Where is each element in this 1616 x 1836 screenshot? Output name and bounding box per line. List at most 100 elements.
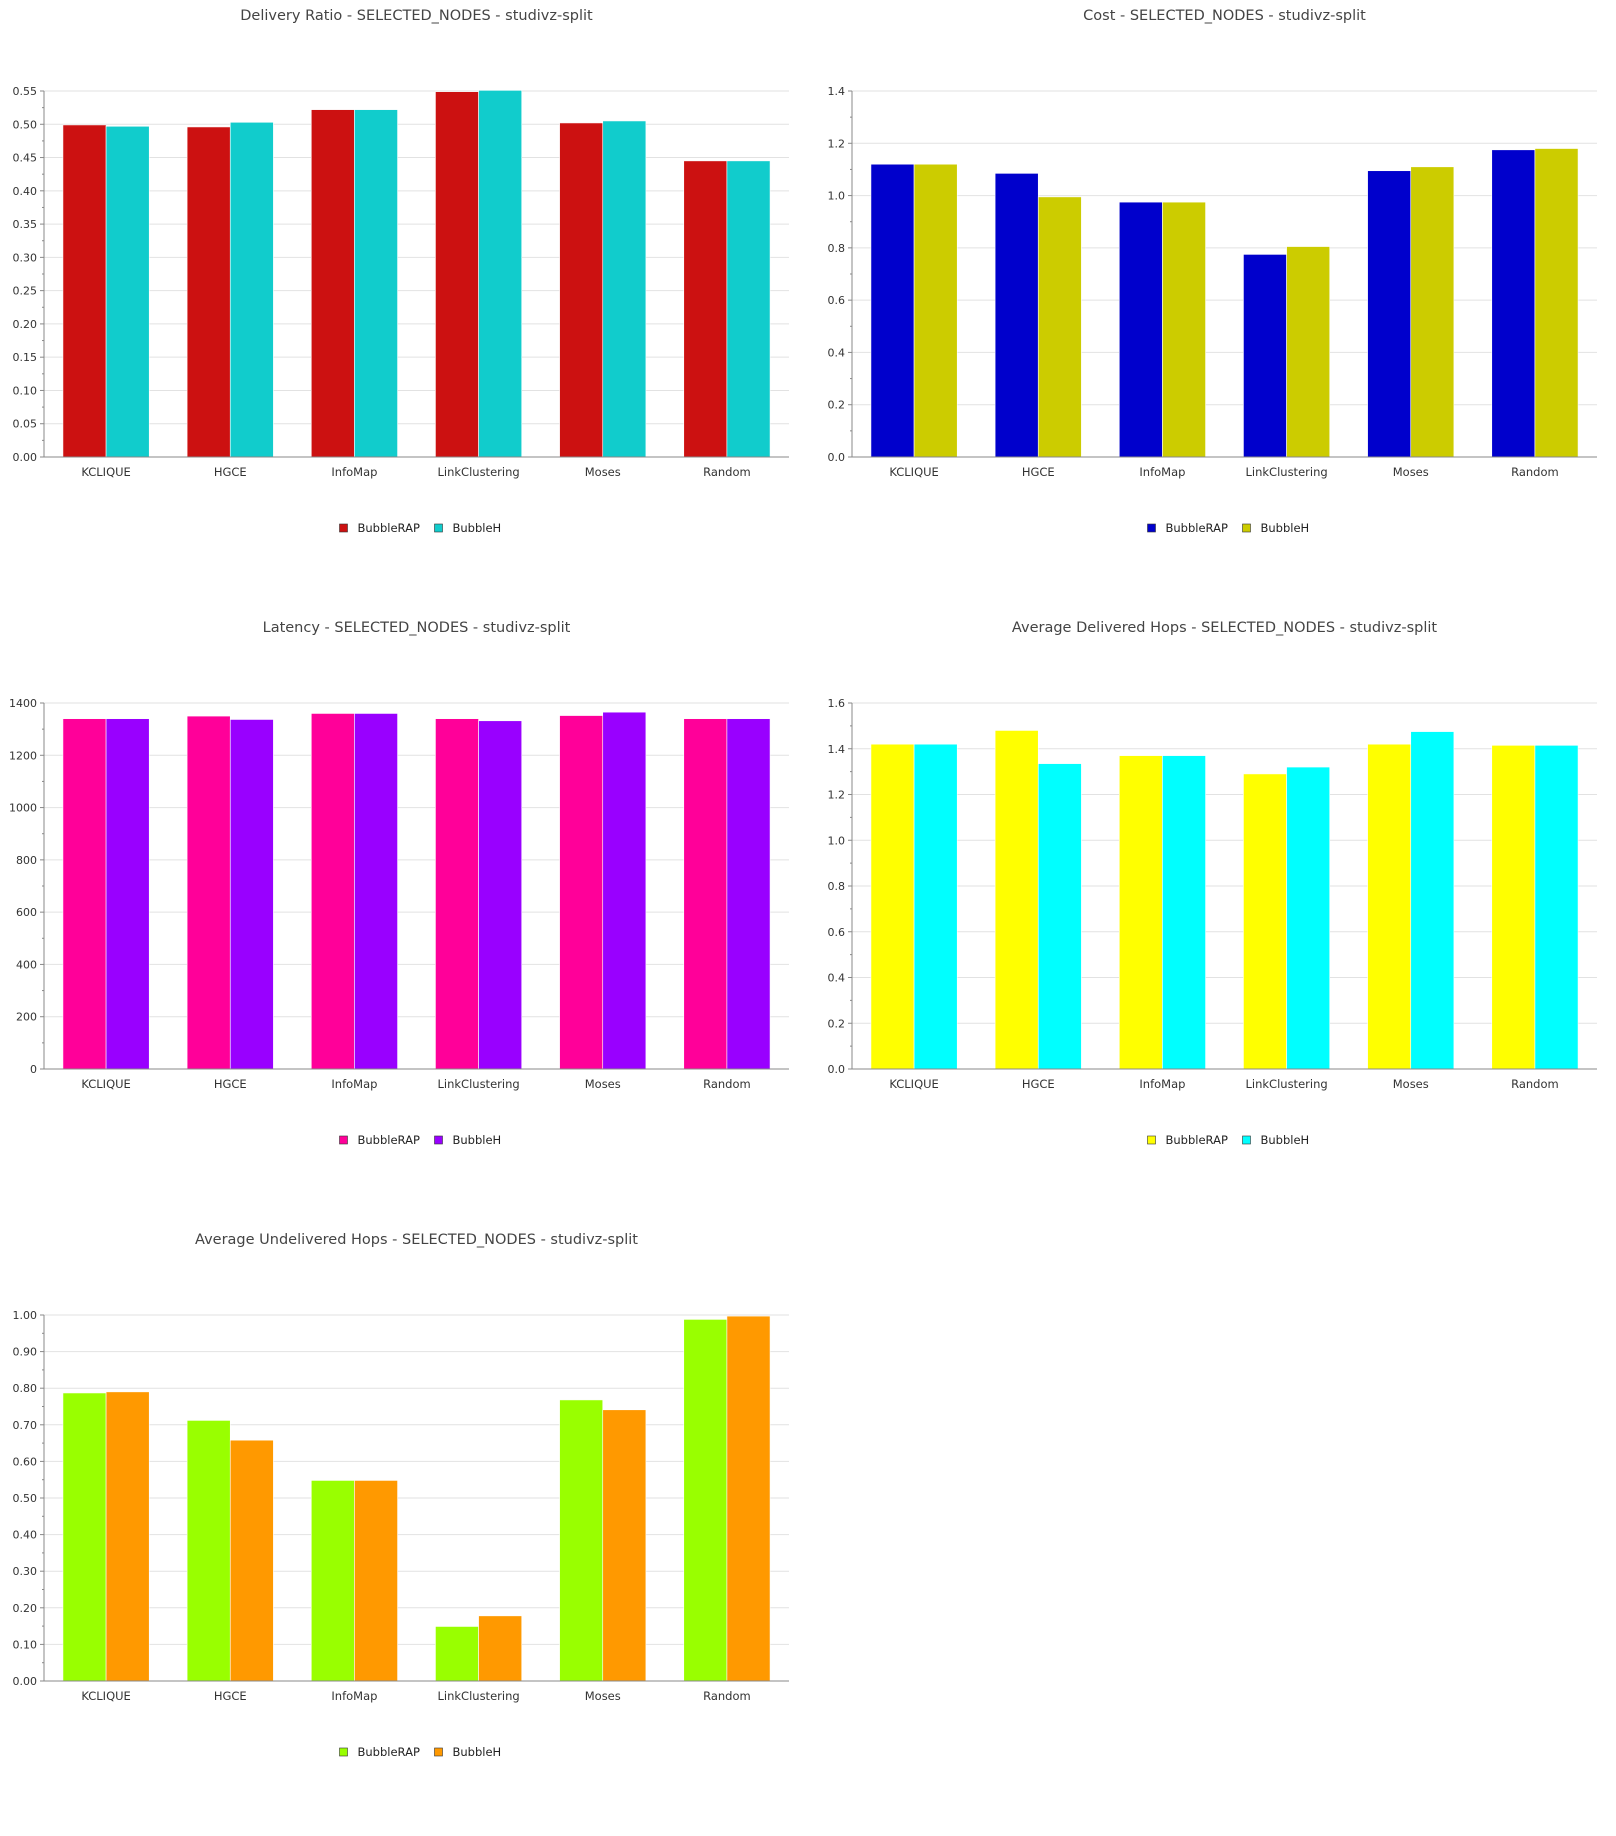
x-category-label: Random xyxy=(703,465,751,479)
y-tick-label: 1.2 xyxy=(828,789,846,802)
bar-bubblerap-infomap xyxy=(1118,755,1163,1070)
bar-bubbleh-moses xyxy=(602,1409,647,1682)
legend-label: BubbleRAP xyxy=(358,1745,420,1759)
y-tick-label: 0.2 xyxy=(828,399,846,412)
y-tick-label: 0.8 xyxy=(828,880,846,893)
chart-panel-delivery-ratio: Delivery Ratio - SELECTED_NODES - studiv… xyxy=(0,0,808,612)
x-category-label: Moses xyxy=(1393,1077,1429,1091)
bar-bubblerap-moses xyxy=(1367,170,1412,458)
y-tick-label: 1.00 xyxy=(13,1309,38,1322)
x-category-label: InfoMap xyxy=(1139,1077,1185,1091)
y-tick-label: 0.8 xyxy=(828,242,846,255)
bar-bubblerap-linkclustering xyxy=(435,91,479,458)
y-tick-label: 0.90 xyxy=(13,1346,38,1359)
chart-title: Cost - SELECTED_NODES - studivz-split xyxy=(1083,8,1366,24)
x-category-label: HGCE xyxy=(214,1689,247,1703)
chart-average-delivered-hops: Average Delivered Hops - SELECTED_NODES … xyxy=(828,620,1597,1147)
legend-label: BubbleH xyxy=(1261,521,1310,535)
y-tick-label: 400 xyxy=(16,958,37,971)
y-tick-label: 0.0 xyxy=(828,451,846,464)
bar-bubblerap-hgce xyxy=(186,715,231,1070)
x-category-label: KCLIQUE xyxy=(81,465,130,479)
legend-label: BubbleRAP xyxy=(1166,521,1228,535)
chart-latency: Latency - SELECTED_NODES - studivz-split… xyxy=(9,620,789,1147)
legend-label: BubbleH xyxy=(453,1133,502,1147)
bar-bubblerap-random xyxy=(683,718,728,1070)
y-tick-label: 0.00 xyxy=(13,1675,38,1688)
y-tick-label: 0.70 xyxy=(13,1419,38,1432)
bar-bubblerap-moses xyxy=(559,1399,604,1682)
y-tick-label: 0.00 xyxy=(13,451,38,464)
bar-bubbleh-infomap xyxy=(1162,755,1206,1070)
x-category-label: Moses xyxy=(585,1689,621,1703)
bar-bubbleh-linkclustering xyxy=(1286,766,1331,1070)
bar-bubbleh-random xyxy=(1534,745,1579,1070)
legend-swatch-bubbleh xyxy=(1242,1135,1251,1145)
x-category-label: KCLIQUE xyxy=(81,1077,130,1091)
bar-bubblerap-infomap xyxy=(1118,201,1163,458)
bar-bubblerap-hgce xyxy=(186,126,231,458)
x-category-label: HGCE xyxy=(214,1077,247,1091)
chart-delivery-ratio: Delivery Ratio - SELECTED_NODES - studiv… xyxy=(13,8,789,535)
bar-bubbleh-linkclustering xyxy=(478,720,523,1070)
bar-bubbleh-hgce xyxy=(229,719,274,1070)
legend: BubbleRAP BubbleH xyxy=(339,1745,501,1759)
chart-panel-latency: Latency - SELECTED_NODES - studivz-split… xyxy=(0,612,808,1224)
bar-bubblerap-kclique xyxy=(62,1392,107,1682)
x-category-label: LinkClustering xyxy=(1246,465,1328,479)
bar-bubbleh-linkclustering xyxy=(1286,246,1331,458)
bar-bubblerap-moses xyxy=(559,122,604,458)
bar-bubblerap-kclique xyxy=(870,163,915,458)
x-category-label: Moses xyxy=(1393,465,1429,479)
x-category-label: KCLIQUE xyxy=(81,1689,130,1703)
y-tick-label: 0.10 xyxy=(13,384,38,397)
bar-bubblerap-hgce xyxy=(994,173,1039,458)
y-tick-label: 1000 xyxy=(9,802,37,815)
x-category-label: KCLIQUE xyxy=(889,465,938,479)
x-category-label: Moses xyxy=(585,1077,621,1091)
y-tick-label: 0.15 xyxy=(13,351,38,364)
chart-average-undelivered-hops: Average Undelivered Hops - SELECTED_NODE… xyxy=(13,1232,789,1759)
x-category-label: KCLIQUE xyxy=(889,1077,938,1091)
y-tick-label: 0 xyxy=(30,1063,37,1076)
legend-swatch-bubbleh xyxy=(1242,523,1251,533)
y-tick-label: 0.10 xyxy=(13,1638,38,1651)
x-category-label: HGCE xyxy=(214,465,247,479)
bar-bubblerap-linkclustering xyxy=(435,1626,479,1682)
bar-bubbleh-hgce xyxy=(1037,763,1082,1070)
bar-bubblerap-moses xyxy=(559,715,604,1070)
y-tick-label: 0.50 xyxy=(13,1492,38,1505)
bar-bubbleh-infomap xyxy=(354,109,398,458)
bar-bubbleh-moses xyxy=(1410,731,1455,1070)
bar-bubbleh-kclique xyxy=(105,125,150,458)
bar-bubblerap-kclique xyxy=(870,743,915,1070)
chart-title: Average Undelivered Hops - SELECTED_NODE… xyxy=(195,1232,638,1248)
bar-bubbleh-random xyxy=(726,160,771,458)
bar-bubbleh-random xyxy=(726,1315,771,1682)
x-category-label: Random xyxy=(1511,1077,1559,1091)
y-tick-label: 200 xyxy=(16,1011,37,1024)
y-tick-label: 0.40 xyxy=(13,1529,38,1542)
y-tick-label: 0.4 xyxy=(828,972,846,985)
bar-bubblerap-kclique xyxy=(62,124,107,458)
bar-bubbleh-random xyxy=(1534,148,1579,458)
y-tick-label: 0.6 xyxy=(828,294,846,307)
legend-label: BubbleRAP xyxy=(358,1133,420,1147)
x-category-label: LinkClustering xyxy=(438,1689,520,1703)
legend-swatch-bubbleh xyxy=(434,1135,443,1145)
x-category-label: LinkClustering xyxy=(438,1077,520,1091)
bar-bubblerap-random xyxy=(1491,149,1536,458)
chart-panel-cost: Cost - SELECTED_NODES - studivz-split 0.0… xyxy=(808,0,1616,612)
bar-bubblerap-random xyxy=(683,1319,728,1682)
y-tick-label: 0.2 xyxy=(828,1017,846,1030)
y-tick-label: 0.45 xyxy=(13,152,38,165)
bar-bubbleh-hgce xyxy=(229,121,274,458)
y-tick-label: 0.60 xyxy=(13,1455,38,1468)
bar-bubblerap-infomap xyxy=(310,713,355,1070)
bar-bubbleh-moses xyxy=(602,120,647,458)
x-category-label: HGCE xyxy=(1022,465,1055,479)
y-tick-label: 0.6 xyxy=(828,926,846,939)
y-tick-label: 1200 xyxy=(9,749,37,762)
chart-title: Average Delivered Hops - SELECTED_NODES … xyxy=(1012,620,1437,636)
y-tick-label: 1.0 xyxy=(828,190,846,203)
